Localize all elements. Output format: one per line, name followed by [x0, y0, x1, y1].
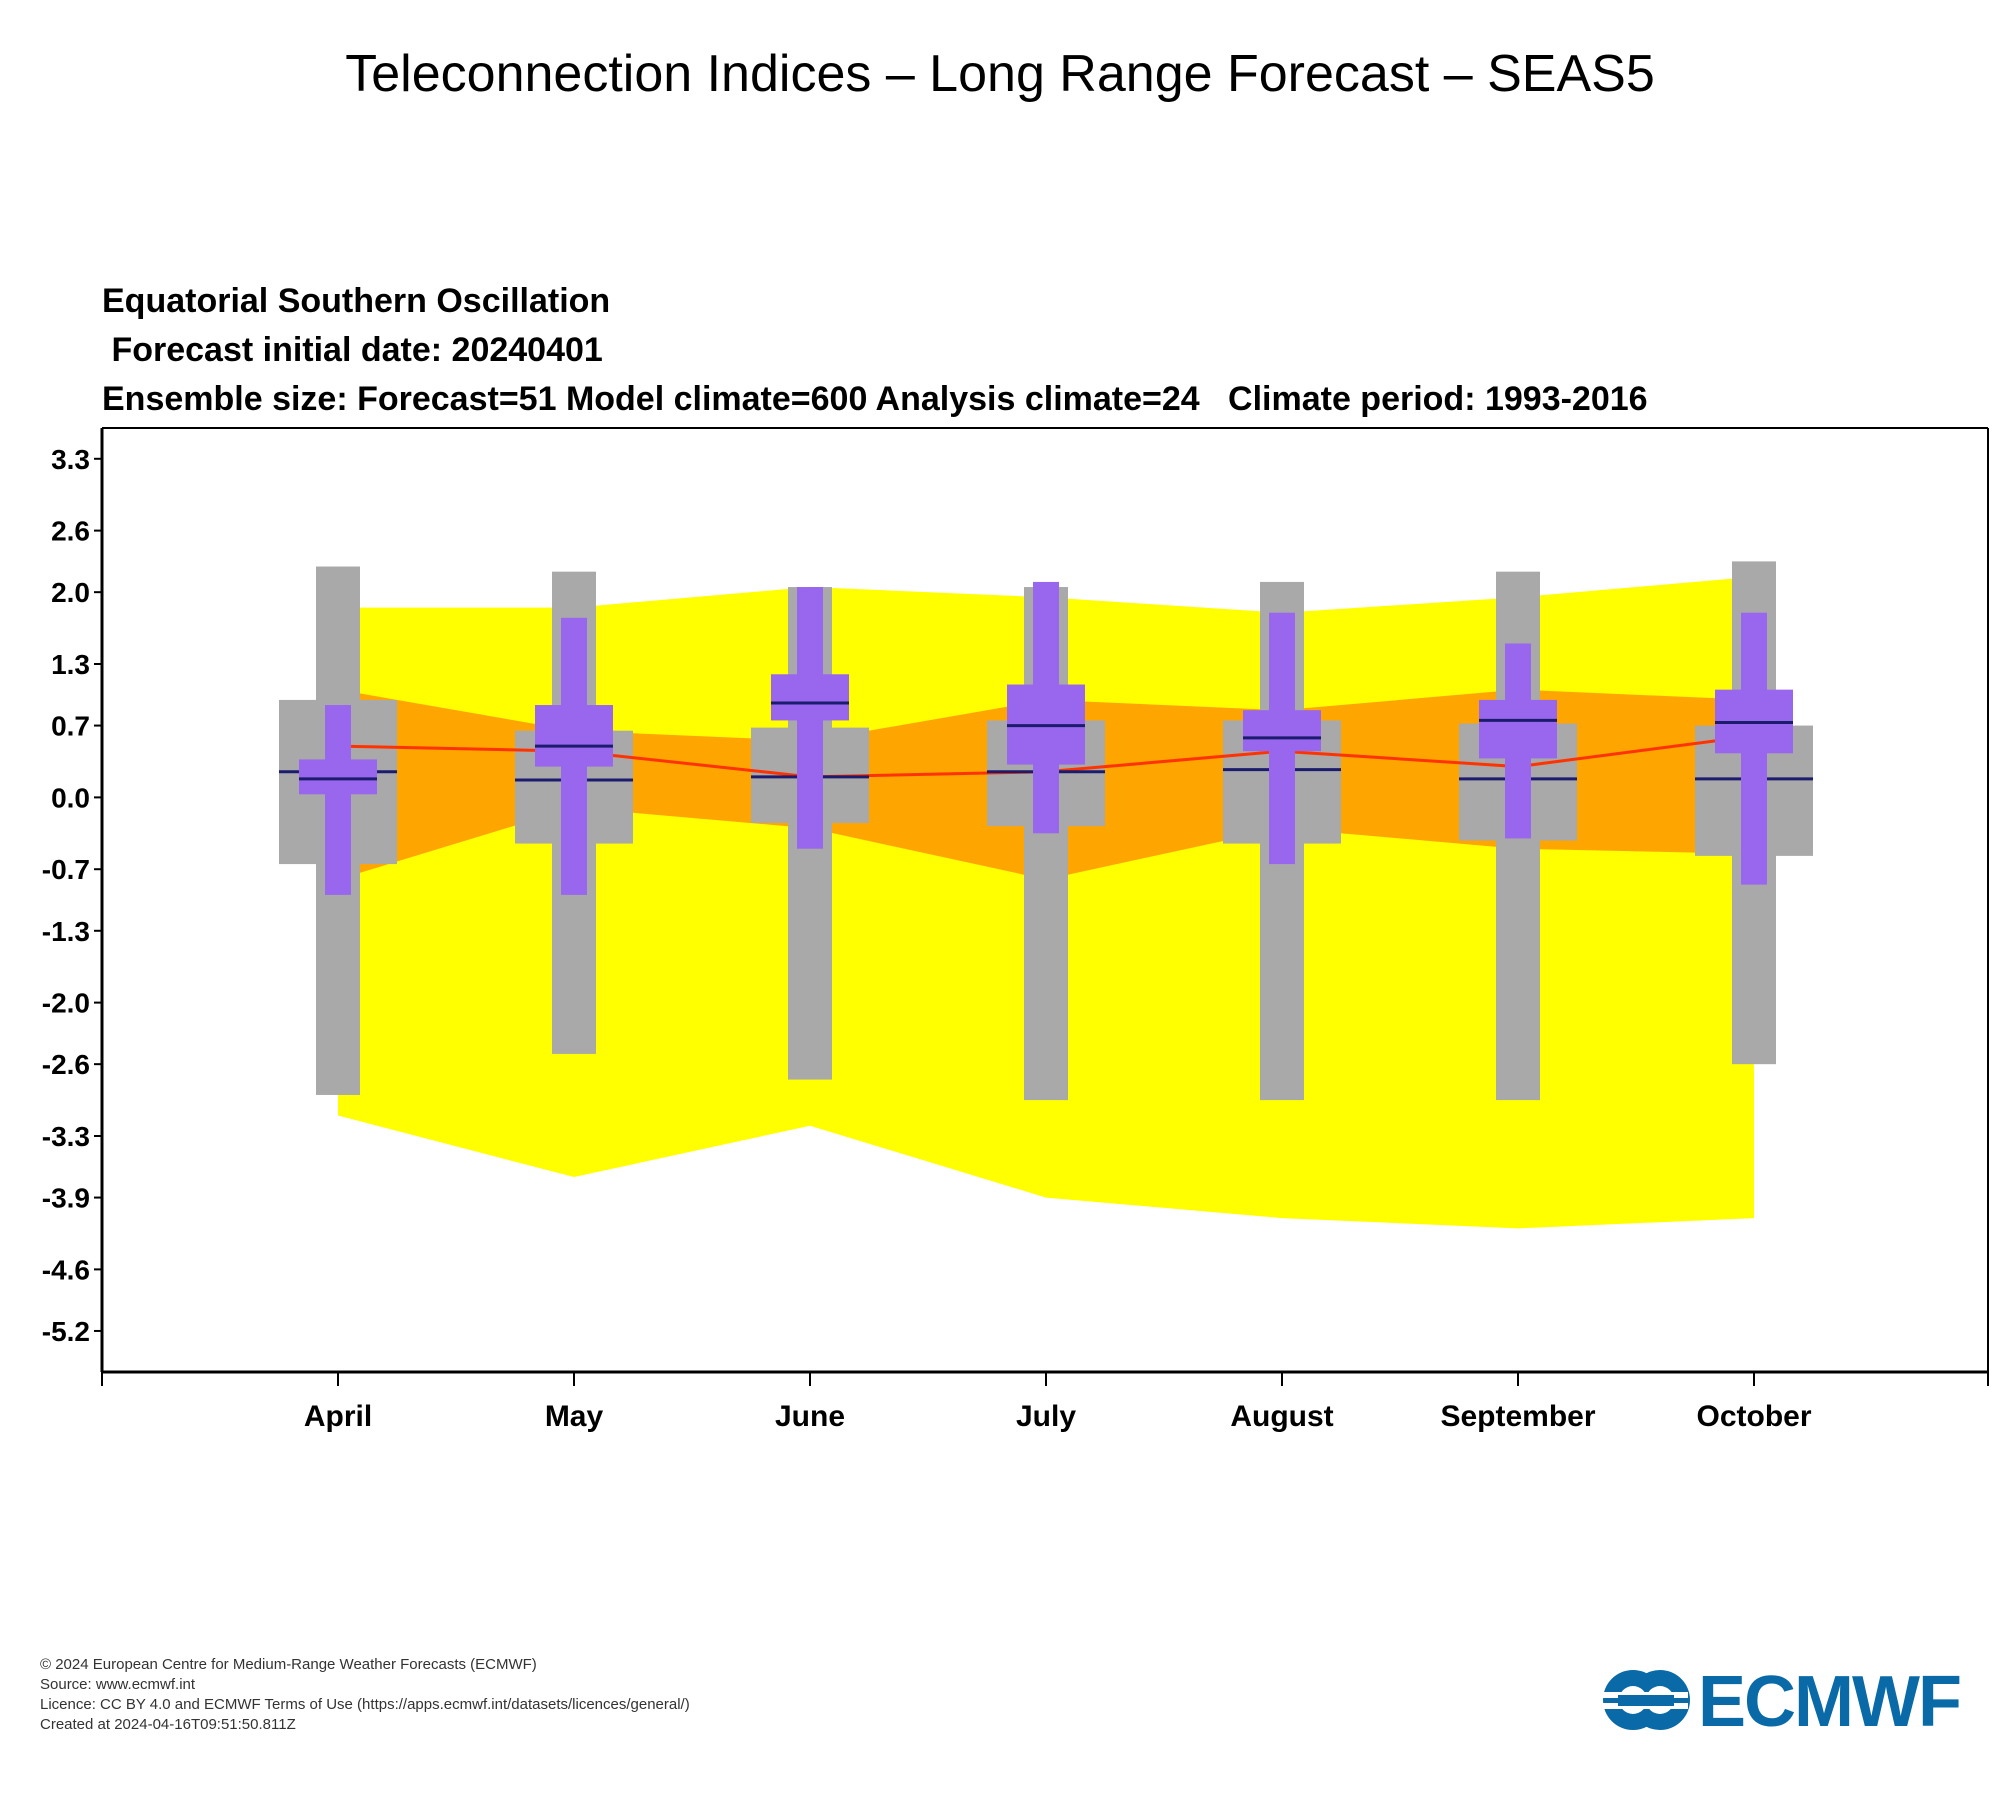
x-tick-label: August	[1230, 1400, 1333, 1433]
x-tick-label: September	[1440, 1400, 1595, 1433]
x-tick-label: May	[545, 1400, 604, 1433]
ecmwf-logo-text: ECMWF	[1698, 1662, 1962, 1742]
y-tick-label: -2.6	[42, 1049, 90, 1080]
y-tick-label: -1.3	[42, 916, 90, 947]
ecmwf-logo-icon	[1598, 1670, 1690, 1730]
chart-title-init-date: Forecast initial date: 20240401	[102, 331, 603, 369]
x-tick-label: July	[1016, 1400, 1076, 1433]
y-tick-label: 3.3	[51, 444, 90, 475]
ecmwf-logo: ECMWF	[1598, 1662, 1978, 1742]
chart-title-index: Equatorial Southern Oscillation	[102, 282, 610, 320]
footer-licence: Licence: CC BY 4.0 and ECMWF Terms of Us…	[40, 1696, 690, 1713]
x-tick-label: June	[775, 1400, 845, 1433]
y-tick-label: 2.0	[51, 577, 90, 608]
footer-source: Source: www.ecmwf.int	[40, 1676, 196, 1693]
footer-copyright: © 2024 European Centre for Medium-Range …	[40, 1656, 537, 1673]
forecast-box-august	[1243, 710, 1321, 752]
x-tick-label: April	[304, 1400, 372, 1433]
y-tick-label: -4.6	[42, 1254, 90, 1285]
y-tick-label: -0.7	[42, 854, 90, 885]
y-tick-label: -2.0	[42, 988, 90, 1019]
forecast-box-may	[535, 705, 613, 767]
y-tick-label: 1.3	[51, 649, 90, 680]
footer-created: Created at 2024-04-16T09:51:50.811Z	[40, 1716, 296, 1733]
y-tick-label: -3.3	[42, 1121, 90, 1152]
page-title: Teleconnection Indices – Long Range Fore…	[345, 45, 1655, 103]
y-tick-label: -5.2	[42, 1316, 90, 1347]
y-tick-label: 2.6	[51, 516, 90, 547]
forecast-box-june	[771, 674, 849, 721]
forecast-box-april	[299, 759, 377, 795]
y-tick-label: 0.0	[51, 782, 90, 813]
y-tick-label: 0.7	[51, 711, 90, 742]
x-tick-label: October	[1696, 1400, 1811, 1433]
chart-title-ensemble: Ensemble size: Forecast=51 Model climate…	[102, 380, 1648, 418]
footer: © 2024 European Centre for Medium-Range …	[40, 1655, 690, 1735]
y-tick-label: -3.9	[42, 1183, 90, 1214]
forecast-box-september	[1479, 699, 1557, 759]
forecast-whisker-april	[325, 705, 351, 895]
